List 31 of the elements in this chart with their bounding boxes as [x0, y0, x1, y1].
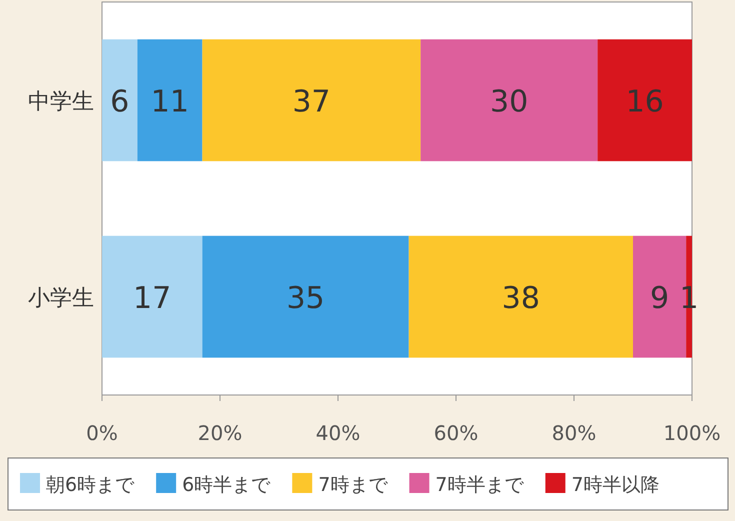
data-label: 37: [292, 84, 331, 120]
data-label: 38: [502, 280, 540, 316]
x-tick-label: 100%: [663, 421, 721, 445]
bar: [202, 236, 409, 358]
bar: [598, 39, 692, 162]
legend-label: 朝6時まで: [46, 474, 136, 496]
data-label: 35: [286, 280, 325, 316]
x-tick-label: 60%: [434, 421, 478, 445]
data-label: 11: [150, 84, 189, 120]
bar: [137, 39, 202, 162]
data-label: 16: [626, 84, 664, 120]
x-tick-label: 80%: [552, 421, 596, 445]
data-label: 9: [650, 280, 670, 316]
x-tick-label: 20%: [198, 421, 242, 445]
legend-label: 7時まで: [318, 474, 388, 496]
data-label: 30: [490, 84, 528, 120]
x-tick-label: 40%: [316, 421, 360, 445]
x-tick-label: 0%: [86, 421, 118, 445]
legend-label: 6時半まで: [182, 474, 272, 496]
bar: [408, 236, 633, 358]
data-label: 6: [110, 84, 130, 120]
bar: [420, 39, 598, 162]
y-tick-label: 中学生: [28, 89, 94, 114]
legend-label: 7時半まで: [435, 474, 524, 496]
data-label: 17: [133, 280, 172, 316]
legend-label: 7時半以降: [571, 474, 660, 496]
bar: [102, 39, 138, 162]
bar: [202, 39, 421, 162]
y-tick-label: 小学生: [28, 286, 94, 311]
bar: [102, 236, 202, 358]
data-label: 1: [680, 280, 699, 316]
